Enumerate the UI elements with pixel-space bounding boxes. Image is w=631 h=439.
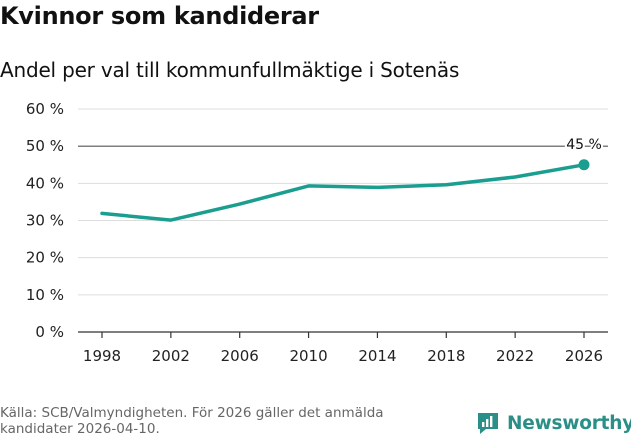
x-tick-label: 2002 — [152, 347, 190, 365]
end-point-marker — [579, 159, 590, 170]
newsworthy-logo-icon — [476, 411, 500, 435]
x-tick-label: 1998 — [83, 347, 121, 365]
x-tick-label: 2026 — [565, 347, 603, 365]
y-tick-label: 10 % — [26, 286, 64, 304]
y-tick-label: 0 % — [35, 323, 64, 341]
x-tick-label: 2014 — [358, 347, 396, 365]
y-tick-label: 20 % — [26, 249, 64, 267]
y-tick-label: 40 % — [26, 174, 64, 192]
x-tick-label: 2010 — [289, 347, 327, 365]
y-tick-label: 60 % — [26, 100, 64, 118]
y-tick-label: 50 % — [26, 137, 64, 155]
x-tick-label: 2006 — [221, 347, 259, 365]
source-note: Källa: SCB/Valmyndigheten. För 2026 gäll… — [0, 405, 460, 437]
line-chart: 0 % 10 % 20 % 30 % 40 % 50 % 60 % 1998 2002 2006 2… — [0, 0, 631, 400]
series-line — [102, 165, 584, 220]
x-tick-label: 2022 — [496, 347, 534, 365]
brand-logo: Newsworthy — [476, 409, 631, 437]
y-tick-label: 30 % — [26, 212, 64, 230]
end-data-label: 45 % — [566, 137, 602, 153]
x-tick-label: 2018 — [427, 347, 465, 365]
brand-name: Newsworthy — [507, 413, 631, 434]
